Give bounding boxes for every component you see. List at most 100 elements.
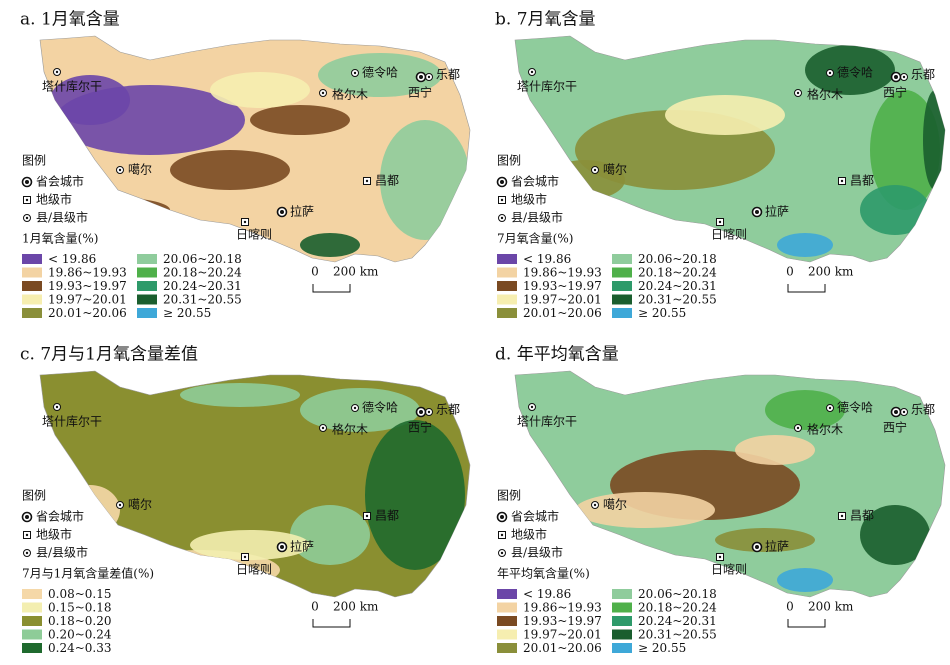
legend-swatch: [612, 616, 632, 626]
legend-swatch: [612, 308, 632, 318]
region: [777, 233, 833, 257]
legend-swatch: [22, 589, 42, 599]
region: [300, 388, 420, 432]
legend-swatch: [497, 294, 517, 305]
legend-swatch: [612, 281, 632, 291]
legend-label: 0.08~0.15: [48, 587, 112, 601]
region: [805, 45, 895, 95]
city-marker-dot: [894, 75, 898, 79]
legend-swatch: [612, 254, 632, 264]
symbol-marker-dot: [25, 551, 29, 555]
symbol-marker-dot: [25, 216, 29, 220]
symbol-marker-dot: [25, 515, 29, 519]
city-marker-dot: [718, 220, 722, 224]
scale-label: 0: [786, 600, 794, 614]
legend-swatch: [497, 281, 517, 291]
city-marker-dot: [593, 503, 597, 507]
region: [870, 90, 940, 210]
legend-swatch: [497, 267, 517, 278]
city-label: 乐都: [911, 403, 935, 417]
symbol-label: 省会城市: [511, 174, 559, 189]
symbol-marker-dot: [25, 198, 29, 202]
legend-label: 20.01~20.06: [523, 641, 602, 655]
region: [860, 505, 930, 565]
city-label: 塔什库尔干: [517, 79, 577, 94]
scale-label: 200 km: [333, 265, 379, 279]
legend-swatch: [22, 294, 42, 305]
legend-swatch: [22, 629, 42, 640]
legend-swatch: [612, 294, 632, 305]
city-marker-dot: [840, 179, 844, 183]
city-marker-dot: [365, 179, 369, 183]
legend-title: 7月与1月氧含量差值(%): [22, 566, 154, 581]
symbol-label: 地级市: [36, 192, 72, 207]
panel-title: a. 1月氧含量: [20, 10, 120, 30]
city-label: 德令哈: [837, 400, 873, 415]
legend-label: 20.31~20.55: [638, 628, 717, 642]
legend-label: ≥ 20.55: [638, 306, 686, 320]
region: [735, 435, 815, 465]
city-marker-dot: [427, 410, 431, 414]
region: [715, 528, 815, 552]
panel-title: d. 年平均氧含量: [495, 345, 619, 365]
city-marker-dot: [902, 75, 906, 79]
legend-label: 19.97~20.01: [523, 293, 602, 307]
legend-label: 20.31~20.55: [163, 293, 242, 307]
legend-swatch: [22, 308, 42, 318]
region: [777, 568, 833, 592]
legend-swatch: [612, 629, 632, 640]
symbol-marker-dot: [500, 533, 504, 537]
scale-label: 0: [786, 265, 794, 279]
symbol-label: 地级市: [511, 192, 547, 207]
legend-label: 0.15~0.18: [48, 601, 112, 615]
legend-label: 19.97~20.01: [523, 628, 602, 642]
city-label: 格尔木: [332, 422, 368, 437]
city-label: 塔什库尔干: [42, 79, 102, 94]
scale-label: 0: [311, 265, 319, 279]
symbol-label: 地级市: [511, 527, 547, 542]
city-label: 乐都: [436, 403, 460, 417]
city-label: 拉萨: [290, 539, 314, 554]
legend-title: 1月氧含量(%): [22, 231, 98, 246]
scale-label: 200 km: [808, 600, 854, 614]
symbol-label: 县/县级市: [36, 545, 88, 560]
city-label: 拉萨: [290, 204, 314, 219]
city-label: 德令哈: [362, 65, 398, 80]
region: [860, 185, 930, 235]
city-marker-dot: [118, 503, 122, 507]
legend-label: 19.93~19.97: [523, 614, 602, 628]
symbol-marker-dot: [500, 180, 504, 184]
city-label: 日喀则: [236, 228, 272, 242]
legend-label: 19.93~19.97: [523, 279, 602, 293]
legend-heading: 图例: [497, 489, 521, 503]
legend-swatch: [612, 643, 632, 653]
city-label: 拉萨: [765, 539, 789, 554]
legend-swatch: [22, 267, 42, 278]
legend-label: 20.24~20.31: [638, 614, 717, 628]
city-label: 塔什库尔干: [42, 414, 102, 429]
city-marker-dot: [353, 406, 357, 410]
legend-title: 年平均氧含量(%): [497, 566, 590, 581]
city-marker-dot: [828, 406, 832, 410]
city-marker-dot: [55, 405, 59, 409]
legend-swatch: [497, 254, 517, 264]
legend-swatch: [22, 643, 42, 653]
legend-label: 0.24~0.33: [48, 641, 112, 655]
symbol-label: 县/县级市: [511, 545, 563, 560]
legend-label: 20.18~20.24: [638, 601, 717, 615]
symbol-marker-dot: [500, 551, 504, 555]
legend-label: < 19.86: [48, 252, 96, 266]
city-label: 昌都: [850, 509, 874, 523]
legend-swatch: [497, 643, 517, 653]
legend-swatch: [497, 616, 517, 626]
city-label: 日喀则: [711, 228, 747, 242]
city-marker-dot: [593, 168, 597, 172]
legend-label: 19.97~20.01: [48, 293, 127, 307]
city-label: 格尔木: [332, 87, 368, 102]
city-marker-dot: [755, 210, 759, 214]
legend-swatch: [22, 616, 42, 626]
city-label: 塔什库尔干: [517, 414, 577, 429]
city-marker-dot: [828, 71, 832, 75]
legend-swatch: [612, 589, 632, 599]
